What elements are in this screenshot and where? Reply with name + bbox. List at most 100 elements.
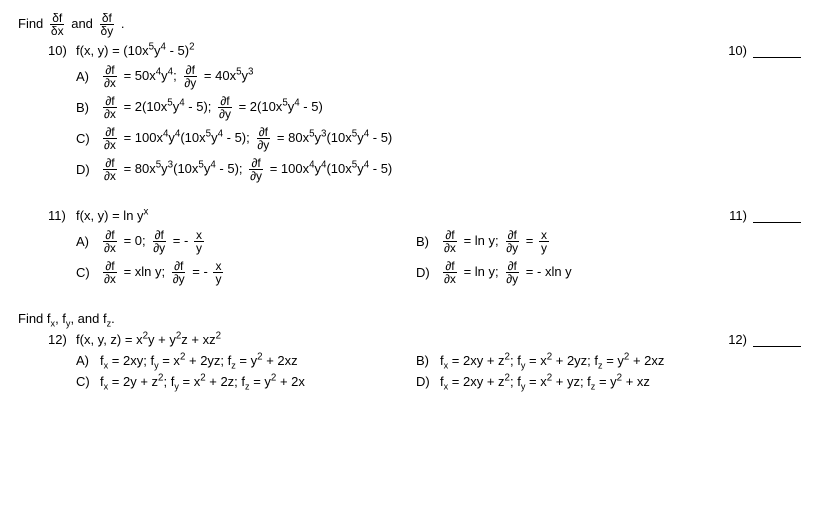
choice-a: A) ∂f∂x = 0; ∂f∂y = - xy	[76, 229, 416, 254]
choice-d: D) ∂f∂x = ln y; ∂f∂y = - xln y	[416, 260, 572, 285]
question-number: 10)	[48, 43, 76, 58]
text: and	[71, 16, 96, 31]
question-stem: f(x, y, z) = x2y + y2z + xz2	[76, 332, 221, 347]
answer-blank-10: 10)	[728, 43, 801, 58]
t: = 50x	[124, 68, 156, 83]
d: ∂x	[442, 242, 458, 254]
blank-line[interactable]	[753, 44, 801, 58]
choice-a: A) fx = 2xy; fy = x2 + 2yz; fz = y2 + 2x…	[76, 353, 416, 368]
answer-number: 12)	[728, 332, 747, 347]
choice-content: ∂f∂x = 2(10x5y4 - 5); ∂f∂y = 2(10x5y4 - …	[100, 95, 323, 120]
choice-a: A) ∂f∂x = 50x4y4; ∂f∂y = 40x5y3	[76, 64, 811, 89]
choice-label: A)	[76, 353, 100, 368]
t: = -	[192, 264, 211, 279]
choice-content: fx = 2xy; fy = x2 + 2yz; fz = y2 + 2xz	[100, 353, 298, 368]
choice-content: fx = 2y + z2; fy = x2 + 2z; fz = y2 + 2x	[100, 374, 305, 389]
t: = 80x	[124, 161, 156, 176]
choice-content: fx = 2xy + z2; fy = x2 + yz; fz = y2 + x…	[440, 374, 650, 389]
d: ∂y	[504, 273, 520, 285]
choice-label: C)	[76, 131, 100, 146]
choice-content: ∂f∂x = ln y; ∂f∂y = xy	[440, 229, 551, 254]
d: ∂y	[504, 242, 520, 254]
answer-number: 11)	[729, 208, 747, 223]
section-header-find-fxfyfz: Find fx, fy, and fz.	[18, 311, 811, 326]
t: = 0;	[124, 233, 150, 248]
text: .	[121, 16, 125, 31]
t: - 5);	[216, 161, 246, 176]
d: y	[539, 242, 549, 254]
t: - 5);	[223, 130, 253, 145]
t: = 2(10x	[124, 99, 168, 114]
section-header-find-partials: Find δf δx and δf δy .	[18, 12, 811, 37]
t: (10x	[180, 130, 205, 145]
d: y	[194, 242, 204, 254]
t: = ln y;	[464, 264, 503, 279]
t: = ln y;	[464, 233, 503, 248]
d: ∂x	[102, 273, 118, 285]
choice-content: ∂f∂x = 0; ∂f∂y = - xy	[100, 229, 206, 254]
choice-label: B)	[76, 100, 100, 115]
question-number: 12)	[48, 332, 76, 347]
choice-c: C) ∂f∂x = xln y; ∂f∂y = - xy	[76, 260, 416, 285]
question-12: 12) 12) f(x, y, z) = x2y + y2z + xz2 A) …	[48, 332, 811, 389]
choice-c: C) fx = 2y + z2; fy = x2 + 2z; fz = y2 +…	[76, 374, 416, 389]
blank-line[interactable]	[753, 209, 801, 223]
t: = 2(10x	[239, 99, 283, 114]
d: ∂x	[102, 139, 118, 151]
blank-line[interactable]	[753, 333, 801, 347]
question-number: 11)	[48, 208, 76, 223]
choice-content: ∂f∂x = 50x4y4; ∂f∂y = 40x5y3	[100, 64, 253, 89]
t: - 5)	[369, 130, 392, 145]
d: ∂y	[248, 170, 264, 182]
t: (10x	[326, 161, 351, 176]
choice-d: D) ∂f∂x = 80x5y3(10x5y4 - 5); ∂f∂y = 100…	[76, 157, 811, 182]
frac-dfdy: δf δy	[99, 12, 116, 37]
choice-label: D)	[416, 374, 440, 389]
choice-b: B) ∂f∂x = ln y; ∂f∂y = xy	[416, 229, 551, 254]
t: (10x	[173, 161, 198, 176]
t: = 100x	[124, 130, 163, 145]
d: ∂y	[151, 242, 167, 254]
t: = 80x	[277, 130, 309, 145]
choice-content: ∂f∂x = 100x4y4(10x5y4 - 5); ∂f∂y = 80x5y…	[100, 126, 392, 151]
t: - 5)	[300, 99, 323, 114]
frac-dfdx: δf δx	[49, 12, 66, 37]
choice-label: C)	[76, 265, 100, 280]
t: f(x, y) = ln y	[76, 208, 144, 223]
t: (10x	[326, 130, 351, 145]
d: ∂x	[442, 273, 458, 285]
t: =	[526, 233, 537, 248]
choice-c: C) ∂f∂x = 100x4y4(10x5y4 - 5); ∂f∂y = 80…	[76, 126, 811, 151]
d: ∂x	[102, 108, 118, 120]
d: ∂y	[171, 273, 187, 285]
d: ∂y	[255, 139, 271, 151]
choice-label: C)	[76, 374, 100, 389]
question-11: 11) 11) f(x, y) = ln yx A) ∂f∂x = 0; ∂f∂…	[48, 208, 811, 285]
answer-number: 10)	[728, 43, 747, 58]
choice-label: B)	[416, 234, 440, 249]
d: ∂x	[102, 242, 118, 254]
choice-content: ∂f∂x = ln y; ∂f∂y = - xln y	[440, 260, 572, 285]
choice-content: ∂f∂x = xln y; ∂f∂y = - xy	[100, 260, 225, 285]
denominator: δx	[49, 25, 66, 37]
d: ∂x	[102, 77, 118, 89]
t: - 5)	[166, 43, 189, 58]
t: = -	[173, 233, 192, 248]
t: = xln y;	[124, 264, 169, 279]
t: ;	[173, 68, 180, 83]
t: = 100x	[270, 161, 309, 176]
choice-label: A)	[76, 69, 100, 84]
t: - 5)	[369, 161, 392, 176]
t: f(x, y) = (10x	[76, 43, 149, 58]
choice-b: B) fx = 2xy + z2; fy = x2 + 2yz; fz = y2…	[416, 353, 664, 368]
t: = 40x	[204, 68, 236, 83]
choice-label: A)	[76, 234, 100, 249]
choice-b: B) ∂f∂x = 2(10x5y4 - 5); ∂f∂y = 2(10x5y4…	[76, 95, 811, 120]
question-10: 10) 10) f(x, y) = (10x5y4 - 5)2 A) ∂f∂x …	[48, 43, 811, 182]
choice-d: D) fx = 2xy + z2; fy = x2 + yz; fz = y2 …	[416, 374, 650, 389]
answer-blank-11: 11)	[729, 208, 801, 223]
choice-label: B)	[416, 353, 440, 368]
choice-label: D)	[76, 162, 100, 177]
d: ∂y	[182, 77, 198, 89]
choice-label: D)	[416, 265, 440, 280]
